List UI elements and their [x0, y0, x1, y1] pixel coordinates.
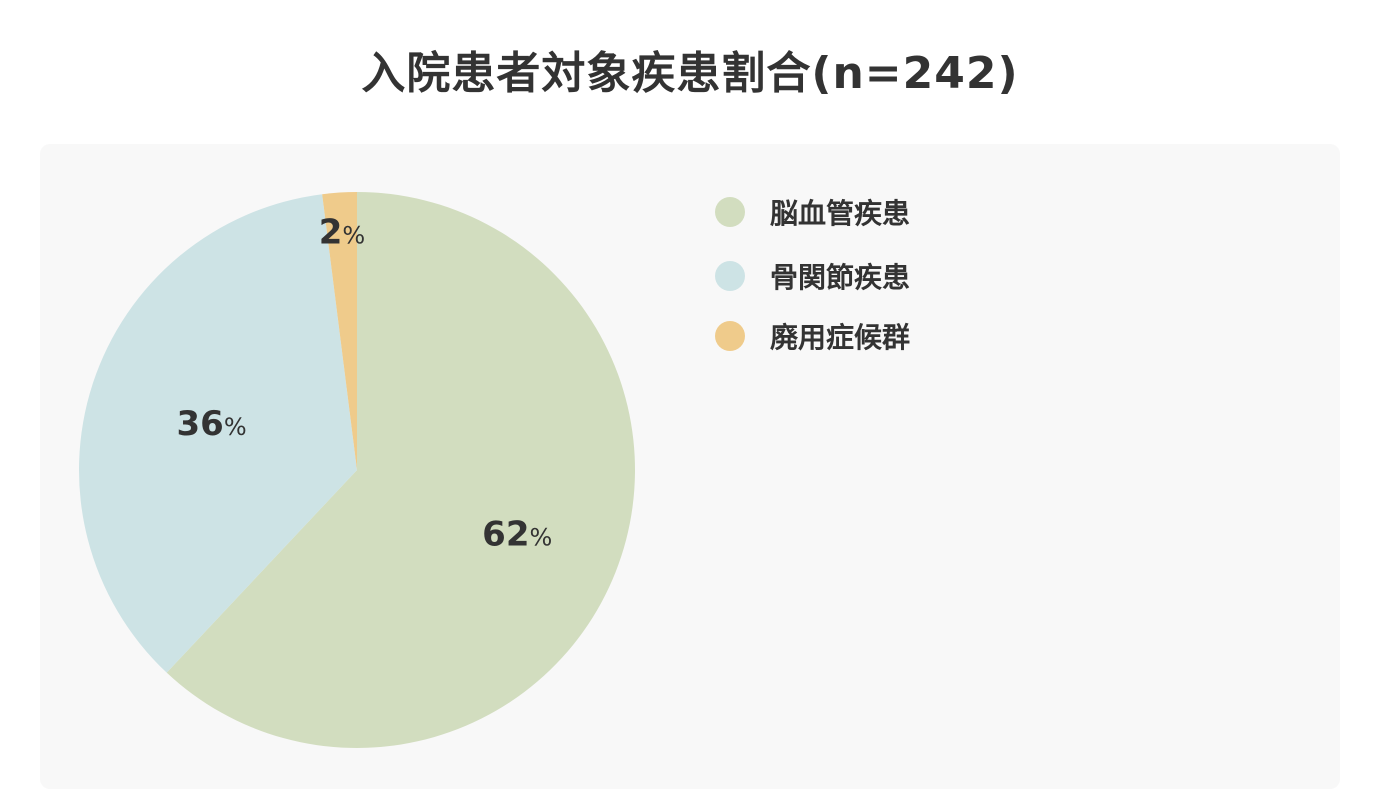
slice-label-2: 36%: [177, 404, 247, 444]
legend-swatch: [715, 261, 745, 291]
legend-item: 骨関節疾患: [715, 256, 910, 296]
legend-label: 廃用症候群: [770, 321, 911, 354]
chart-legend: 脳血管疾患骨関節疾患廃用症候群: [715, 192, 910, 380]
legend-label: 脳血管疾患: [770, 197, 911, 230]
pie-slice-2: [79, 194, 357, 673]
pie-chart: 62% 36% 2%: [79, 192, 636, 748]
chart-panel: 62% 36% 2% 脳血管疾患骨関節疾患廃用症候群: [40, 144, 1340, 789]
legend-swatch: [715, 197, 745, 227]
legend-swatch: [715, 321, 745, 351]
slice-label-1: 62%: [482, 514, 552, 554]
legend-item: 脳血管疾患: [715, 192, 910, 232]
pie-slice-1: [166, 192, 636, 748]
legend-label: 骨関節疾患: [770, 261, 911, 294]
pie-slice-3: [322, 192, 357, 470]
slice-label-3: 2%: [319, 212, 365, 252]
chart-title: 入院患者対象疾患割合(n=242): [361, 48, 1019, 99]
legend-item: 廃用症候群: [715, 316, 910, 356]
